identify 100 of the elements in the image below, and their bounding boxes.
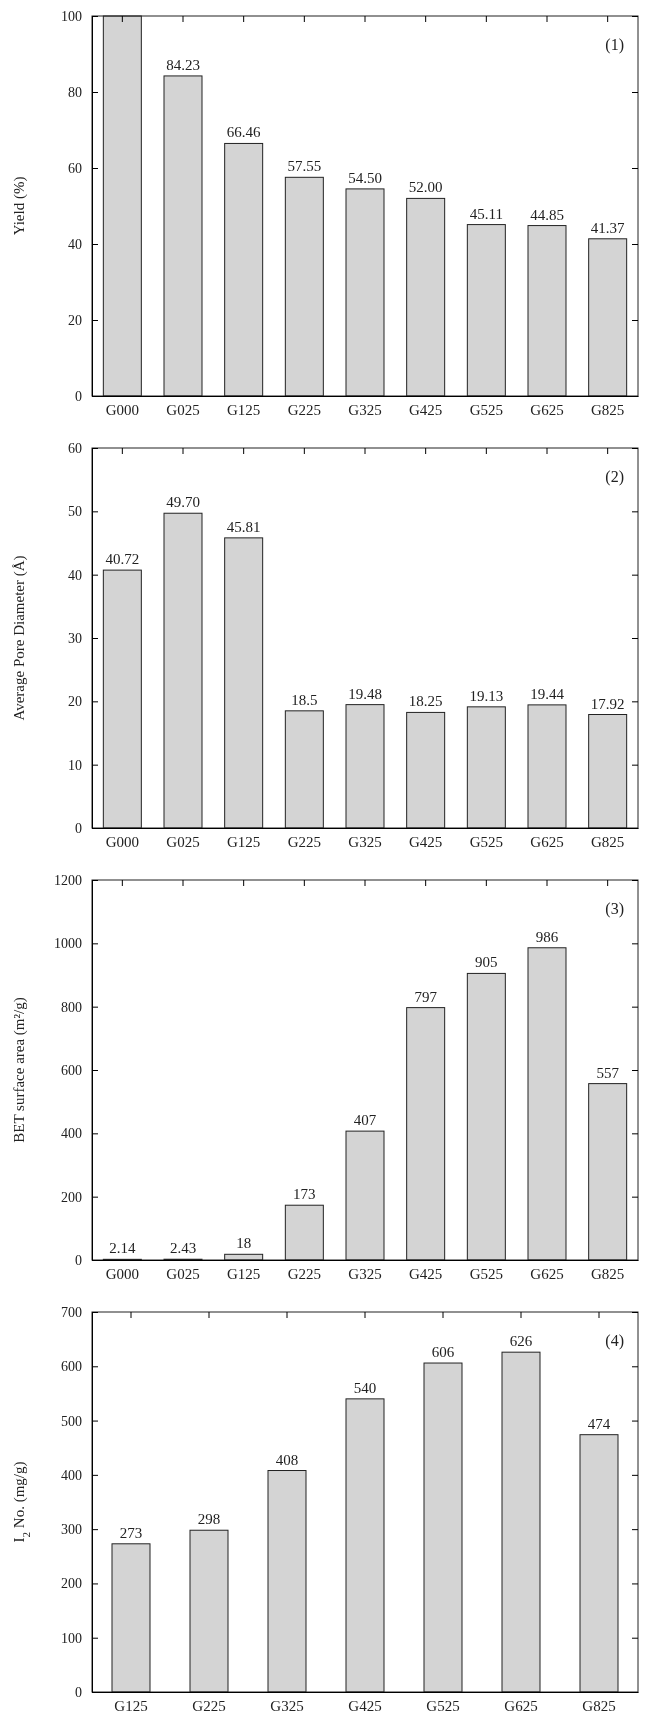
y-tick-label: 10 xyxy=(68,757,82,773)
y-tick-label: 20 xyxy=(68,312,82,328)
y-tick-label: 0 xyxy=(75,820,82,836)
data-label: 45.81 xyxy=(226,518,261,535)
y-tick-label: 80 xyxy=(68,84,82,100)
y-tick-label: 400 xyxy=(61,1126,82,1142)
y-tick-label: 60 xyxy=(68,440,82,456)
data-label: 173 xyxy=(293,1186,316,1203)
y-tick-label: 100 xyxy=(61,8,82,24)
data-label: 45.11 xyxy=(469,205,503,222)
x-tick-label: G625 xyxy=(530,1265,564,1282)
x-tick-label: G025 xyxy=(166,833,200,850)
x-tick-label: G525 xyxy=(426,1697,460,1714)
x-tick-label: G000 xyxy=(105,401,140,418)
y-tick-label: 200 xyxy=(61,1189,82,1205)
data-label: 273 xyxy=(119,1524,143,1541)
x-tick-label: G525 xyxy=(469,833,504,850)
annotation: (1) xyxy=(605,36,624,54)
x-tick-label: G325 xyxy=(348,401,382,418)
x-tick-label: G325 xyxy=(348,1265,382,1282)
data-label: 298 xyxy=(197,1511,221,1528)
data-label: 49.70 xyxy=(166,494,200,511)
data-label: 606 xyxy=(431,1344,455,1361)
y-tick-label: 600 xyxy=(61,1359,82,1375)
data-label: 66.46 xyxy=(226,124,262,141)
x-tick-label: G525 xyxy=(469,401,504,418)
x-tick-label: G625 xyxy=(530,401,564,418)
y-tick-label: 1000 xyxy=(54,936,82,952)
x-tick-label: G325 xyxy=(348,833,382,850)
x-tick-label: G525 xyxy=(469,1265,504,1282)
x-tick-label: G000 xyxy=(105,1265,140,1282)
data-label: 408 xyxy=(275,1451,299,1468)
y-axis-title: Yield (%) xyxy=(11,176,28,236)
data-label: 18 xyxy=(236,1235,252,1252)
data-label: 44.85 xyxy=(530,206,564,223)
x-tick-label: G000 xyxy=(105,833,140,850)
y-tick-label: 20 xyxy=(68,694,82,710)
y-tick-label: 300 xyxy=(61,1522,82,1538)
y-tick-label: 40 xyxy=(68,236,82,252)
y-tick-label: 100 xyxy=(61,1630,82,1646)
y-tick-label: 30 xyxy=(68,630,82,646)
data-label: 18.5 xyxy=(291,691,318,708)
data-label: 986 xyxy=(535,928,559,945)
x-tick-label: G225 xyxy=(287,833,322,850)
y-tick-label: 60 xyxy=(68,160,82,176)
x-tick-label: G125 xyxy=(114,1697,148,1714)
x-tick-label: G625 xyxy=(530,833,564,850)
x-tick-label: G425 xyxy=(408,401,443,418)
data-label: 84.23 xyxy=(166,56,200,73)
y-tick-label: 1200 xyxy=(54,872,82,888)
y-axis-title: BET surface area (m²/g) xyxy=(11,997,28,1143)
annotation: (3) xyxy=(605,900,624,918)
x-tick-label: G825 xyxy=(590,1265,625,1282)
data-label: 557 xyxy=(596,1064,620,1081)
y-tick-label: 400 xyxy=(61,1467,82,1483)
x-tick-label: G825 xyxy=(590,401,625,418)
data-label: 41.37 xyxy=(590,219,626,236)
y-tick-label: 800 xyxy=(61,999,82,1015)
y-tick-label: 600 xyxy=(61,1062,82,1078)
y-tick-label: 0 xyxy=(75,1252,82,1268)
y-tick-label: 0 xyxy=(75,388,82,404)
annotation: (4) xyxy=(605,1332,624,1350)
x-tick-label: G825 xyxy=(590,833,625,850)
x-tick-label: G825 xyxy=(582,1697,616,1714)
data-label: 540 xyxy=(353,1379,377,1396)
x-tick-label: G225 xyxy=(287,1265,322,1282)
x-tick-label: G025 xyxy=(166,401,200,418)
data-label: 407 xyxy=(353,1112,377,1129)
data-label: 2.14 xyxy=(109,1240,136,1257)
data-label: 52.00 xyxy=(408,179,443,196)
x-tick-label: G425 xyxy=(408,1265,443,1282)
y-axis-title: Average Pore Diameter (Å) xyxy=(11,555,28,721)
data-label: 19.48 xyxy=(348,685,382,702)
y-tick-label: 40 xyxy=(68,567,82,583)
y-tick-label: 200 xyxy=(61,1576,82,1592)
data-label: 57.55 xyxy=(287,158,322,175)
data-label: 19.44 xyxy=(530,685,565,702)
y-tick-label: 500 xyxy=(61,1413,82,1429)
annotation: (2) xyxy=(605,468,624,486)
x-tick-label: G225 xyxy=(287,401,322,418)
data-label: 19.13 xyxy=(469,687,504,704)
x-tick-label: G025 xyxy=(166,1265,200,1282)
x-tick-label: G125 xyxy=(226,401,261,418)
y-tick-label: 0 xyxy=(75,1684,82,1700)
data-label: 17.92 xyxy=(590,695,625,712)
data-label: 626 xyxy=(509,1333,533,1350)
x-tick-label: G125 xyxy=(226,1265,261,1282)
data-label: 54.50 xyxy=(348,169,382,186)
x-tick-label: G425 xyxy=(348,1697,382,1714)
x-tick-label: G225 xyxy=(192,1697,226,1714)
data-label: 18.25 xyxy=(408,693,443,710)
x-tick-label: G125 xyxy=(226,833,261,850)
x-tick-label: G325 xyxy=(270,1697,304,1714)
y-tick-label: 50 xyxy=(68,504,82,520)
data-label: 797 xyxy=(414,988,438,1005)
y-tick-label: 700 xyxy=(61,1304,82,1320)
data-label: 474 xyxy=(587,1415,611,1432)
x-tick-label: G425 xyxy=(408,833,443,850)
data-label: 2.43 xyxy=(169,1240,197,1257)
data-label: 905 xyxy=(475,954,498,971)
